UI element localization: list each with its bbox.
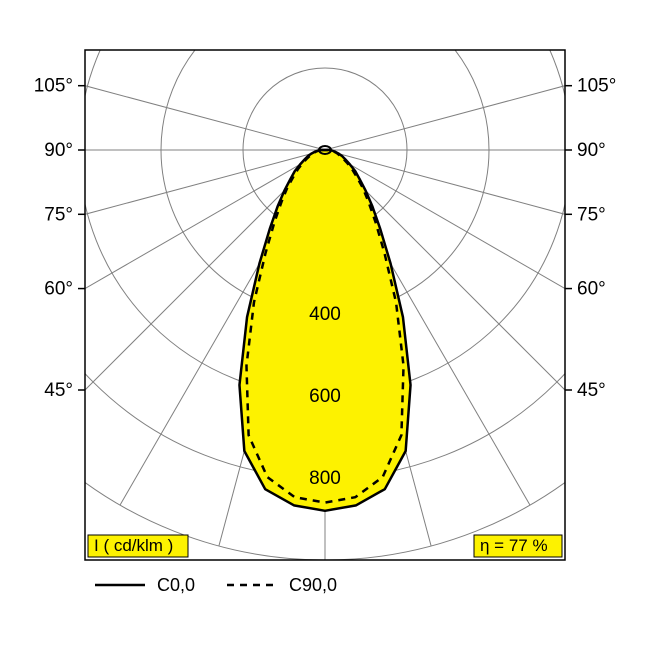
info-box-left-text: I ( cd/klm ) (94, 536, 173, 555)
angle-label-right: 90° (577, 140, 606, 161)
ring-label: 400 (309, 304, 341, 325)
angle-label-left: 90° (44, 140, 73, 161)
legend-label-c90: C90,0 (289, 575, 337, 595)
angle-label-right: 60° (577, 279, 606, 300)
angle-label-left: 75° (44, 204, 73, 225)
legend-label-c0: C0,0 (157, 575, 195, 595)
ring-label: 800 (309, 468, 341, 489)
angle-label-left: 45° (44, 380, 73, 401)
polar-chart-svg: 400 600 800 45° 45° 60° 60° 75° 75° 90° 90° 105° 105… (0, 0, 650, 650)
ring-label: 600 (309, 386, 341, 407)
info-box-right-text: η = 77 % (480, 536, 548, 555)
angle-label-left: 105° (34, 76, 73, 97)
angle-label-right: 75° (577, 204, 606, 225)
angle-label-right: 105° (577, 76, 616, 97)
polar-chart: 400 600 800 45° 45° 60° 60° 75° 75° 90° 90° 105° 105… (0, 0, 650, 650)
angle-label-left: 60° (44, 279, 73, 300)
angle-label-right: 45° (577, 380, 606, 401)
